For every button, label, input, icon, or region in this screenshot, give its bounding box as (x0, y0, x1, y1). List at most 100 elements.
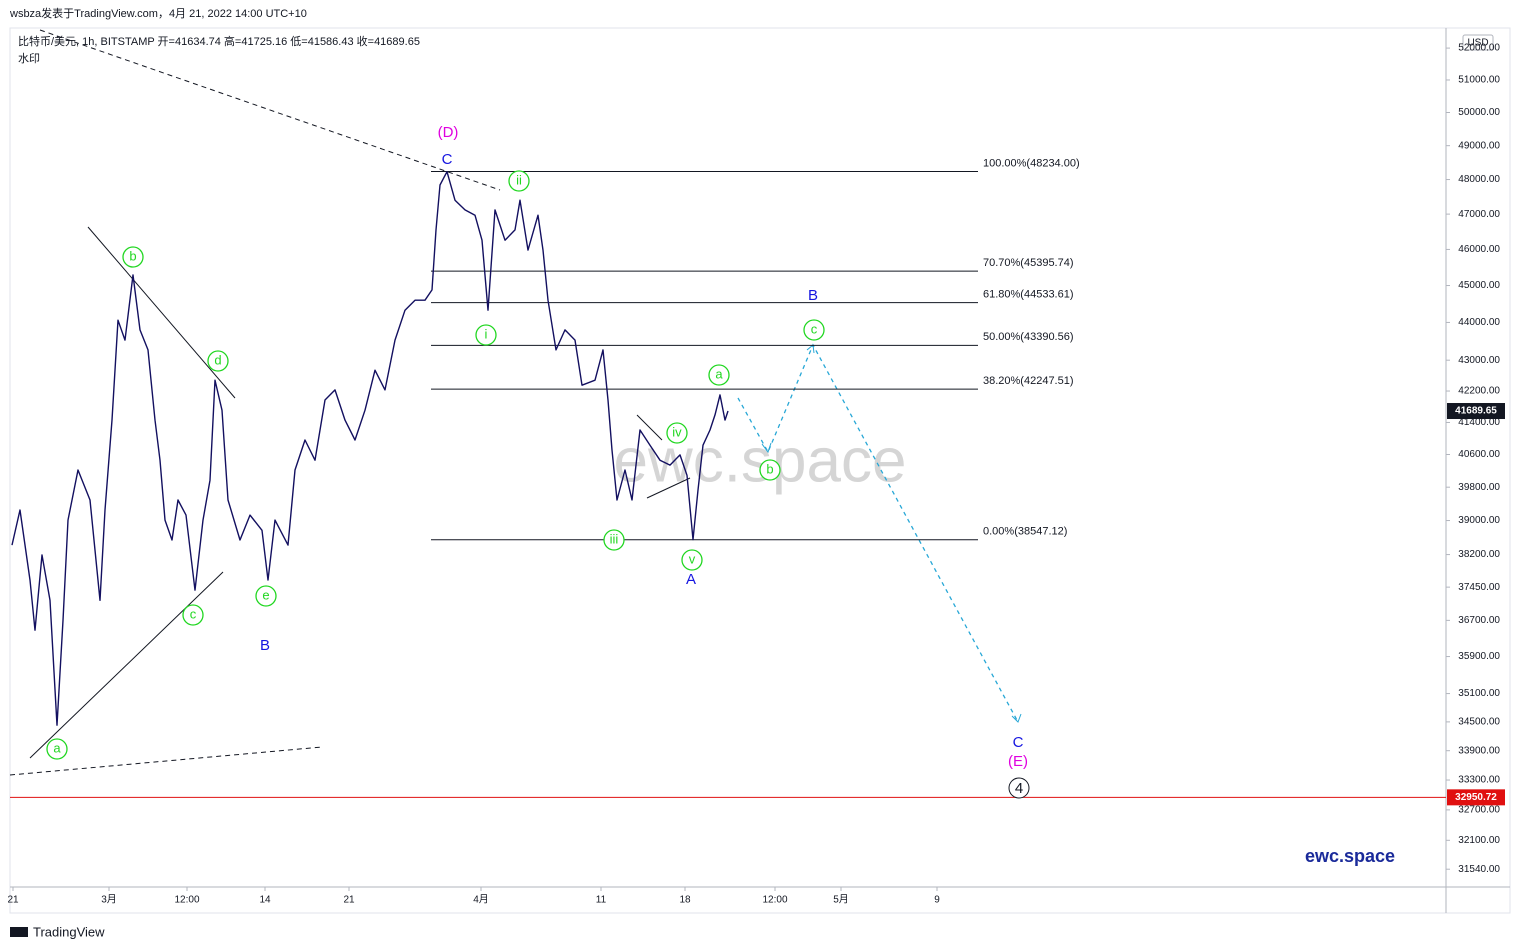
arrow-head (761, 442, 772, 454)
trendline (9, 746, 323, 776)
y-tick-label: 37450.00 (1458, 582, 1500, 593)
wave-circle (122, 246, 144, 268)
y-tick-label: 32700.00 (1458, 805, 1500, 816)
y-tick-label: 31540.00 (1458, 864, 1500, 875)
wave-circle (475, 324, 497, 346)
trendline (29, 571, 224, 759)
y-tick-label: 39000.00 (1458, 515, 1500, 526)
wave-label: v (689, 551, 696, 566)
wave-label: iii (610, 531, 619, 546)
y-tick-label: 33900.00 (1458, 745, 1500, 756)
wave-label: e (262, 587, 269, 602)
wave-circle (182, 604, 204, 626)
wave-label: (E) (1008, 753, 1028, 770)
y-tick-label: 52000.00 (1458, 43, 1500, 54)
y-tick-label: 51000.00 (1458, 75, 1500, 86)
brand: ewc.space (1305, 846, 1395, 866)
x-tick-label: 12:00 (174, 895, 199, 906)
published: wsbza发表于TradingView.com，4月 21, 2022 14:0… (9, 6, 307, 20)
y-tick-label: 48000.00 (1458, 174, 1500, 185)
wave-circle (681, 549, 703, 571)
wave-circle (708, 364, 730, 386)
y-tick-label: 40600.00 (1458, 449, 1500, 460)
wave-label: c (190, 606, 197, 621)
trendline (636, 414, 663, 441)
logo-text: TradingView (33, 924, 105, 939)
wave-label: i (485, 326, 488, 341)
y-tick-label: 41400.00 (1458, 417, 1500, 428)
fib-label: 61.80%(44533.61) (983, 289, 1074, 301)
watermark-label: 水印 (18, 52, 40, 65)
y-tick-label: 34500.00 (1458, 717, 1500, 728)
currency: USD (1467, 38, 1488, 49)
y-tick-label: 33300.00 (1458, 775, 1500, 786)
wave-circle (46, 738, 68, 760)
wave-labels: (D) C ii b d i B c a iv b iii v A c e B … (46, 124, 1030, 799)
x-tick-label: 5月 (833, 894, 849, 906)
fib-label: 70.70%(45395.74) (983, 257, 1074, 269)
trendline (87, 226, 236, 399)
drawings (9, 29, 1446, 798)
arrow-head (1011, 713, 1022, 723)
wave-label: b (766, 461, 773, 476)
wave-circle (207, 350, 229, 372)
wave-label: (D) (438, 124, 459, 141)
trendline (646, 477, 691, 499)
y-tick-label: 49000.00 (1458, 140, 1500, 151)
support-label: 32950.72 (1455, 792, 1497, 803)
wave-label: c (811, 321, 818, 336)
fib-label: 50.00%(43390.56) (983, 331, 1074, 343)
wave-label: B (808, 287, 818, 304)
wave-label: iv (672, 424, 682, 439)
y-tick-label: 32100.00 (1458, 835, 1500, 846)
support-badge (1447, 789, 1505, 806)
wave-circle (255, 585, 277, 607)
wave-circle (666, 422, 688, 444)
wave-label: C (1013, 734, 1024, 751)
wave-circle (508, 170, 530, 192)
y-tick-label: 46000.00 (1458, 244, 1500, 255)
wave-circle (603, 529, 625, 551)
wave-label: b (129, 248, 136, 263)
y-tick-label: 45000.00 (1458, 280, 1500, 291)
y-tick-label: 35100.00 (1458, 688, 1500, 699)
wave-circle (803, 319, 825, 341)
trendline (39, 29, 501, 191)
y-tick-label: 35900.00 (1458, 651, 1500, 662)
x-tick-label: 4月 (473, 894, 489, 906)
fib-label: 100.00%(48234.00) (983, 157, 1080, 169)
y-tick-label: 44000.00 (1458, 317, 1500, 328)
frame (9, 27, 1511, 914)
footer-logo: TradingView (10, 924, 105, 939)
x-tick-label: 21 (7, 895, 19, 906)
x-tick-label: 3月 (101, 894, 117, 906)
y-tick-label: 36700.00 (1458, 615, 1500, 626)
y-tick-label: 39800.00 (1458, 482, 1500, 493)
x-tick-label: 12:00 (762, 895, 787, 906)
wave-label: d (214, 352, 221, 367)
y-tick-label: 38200.00 (1458, 549, 1500, 560)
wave-label: 4 (1015, 780, 1023, 797)
projection (737, 343, 1019, 723)
price-line (11, 171, 729, 726)
last-price-badge (1447, 403, 1505, 420)
last-price: 41689.65 (1455, 406, 1497, 417)
y-tick-label: 43000.00 (1458, 355, 1500, 366)
wave-label: B (260, 637, 270, 654)
currency-box (1462, 34, 1494, 51)
x-tick-label: 9 (934, 895, 940, 906)
wave-label: ii (516, 172, 522, 187)
y-tick-label: 47000.00 (1458, 209, 1500, 220)
wave-label: C (442, 151, 453, 168)
logo-icon (10, 927, 28, 937)
wave-circle (759, 459, 781, 481)
x-tick-label: 18 (679, 895, 691, 906)
wave-label: A (686, 571, 696, 588)
y-tick-label: 50000.00 (1458, 107, 1500, 118)
symbol-line: 比特币/美元, 1h, BITSTAMP 开=41634.74 高=41725.… (18, 34, 420, 48)
x-tick-label: 14 (259, 895, 271, 906)
x-tick-label: 21 (343, 895, 355, 906)
